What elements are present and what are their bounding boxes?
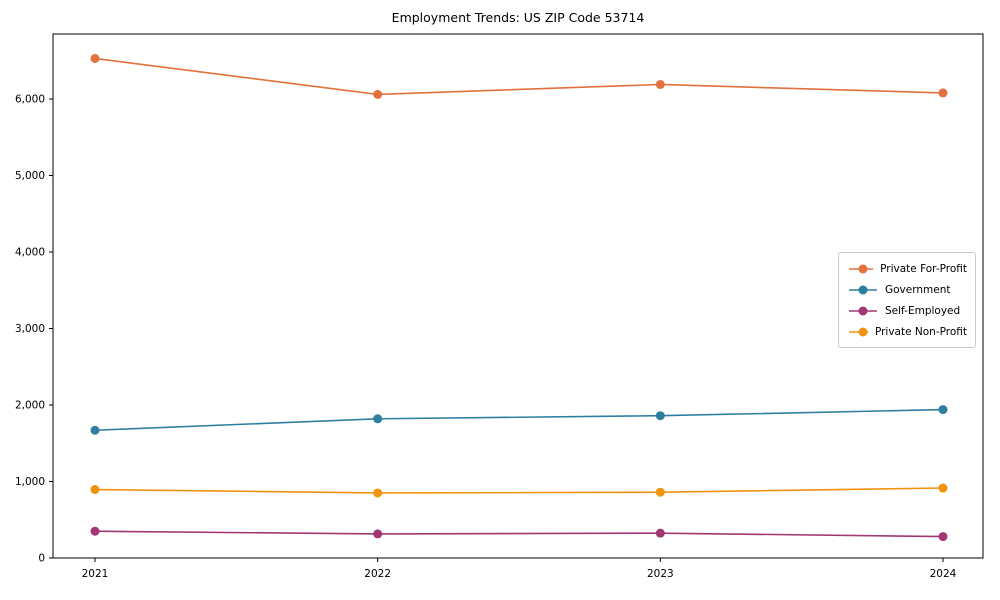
series-marker-government	[655, 411, 665, 421]
series-marker-private-non-profit	[655, 487, 665, 497]
legend: Private For-Profit Government Self-Employe…	[838, 252, 976, 348]
series-marker-private-for-profit	[938, 88, 948, 98]
series-marker-private-for-profit	[655, 79, 665, 89]
y-tick-label: 1,000	[15, 476, 45, 488]
legend-item-private-for-profit: Private For-Profit	[848, 258, 967, 279]
series-marker-government	[373, 414, 383, 424]
legend-label: Government	[885, 283, 951, 296]
series-marker-private-for-profit	[90, 53, 100, 63]
legend-label: Self-Employed	[885, 304, 961, 317]
series-marker-self-employed	[373, 529, 383, 539]
x-tick-label: 2021	[82, 568, 109, 580]
legend-marker-icon	[849, 285, 877, 294]
x-tick-label: 2022	[364, 568, 391, 580]
chart-title: Employment Trends: US ZIP Code 53714	[391, 10, 645, 25]
series-marker-private-non-profit	[938, 483, 948, 493]
series-line-private-non-profit	[94, 487, 944, 494]
legend-marker-icon	[849, 264, 874, 273]
series-marker-private-non-profit	[90, 485, 100, 495]
y-tick-label: 6,000	[15, 94, 45, 106]
series-marker-government	[90, 425, 100, 435]
legend-label: Private For-Profit	[880, 262, 967, 275]
series-marker-self-employed	[655, 528, 665, 538]
y-tick-label: 2,000	[15, 400, 45, 412]
series-line-private-for-profit	[94, 57, 944, 96]
x-tick-label: 2023	[647, 568, 674, 580]
legend-marker-icon	[849, 306, 877, 315]
series-line-government	[94, 408, 944, 432]
x-tick-label: 2024	[930, 568, 957, 580]
plot-border	[52, 33, 984, 559]
y-tick-label: 5,000	[15, 170, 45, 182]
series-marker-private-non-profit	[373, 488, 383, 498]
series-marker-self-employed	[938, 532, 948, 542]
legend-label: Private Non-Profit	[874, 325, 967, 338]
y-tick-label: 0	[38, 553, 45, 565]
legend-item-private-non-profit: Private Non-Profit	[848, 321, 967, 342]
legend-marker-icon	[849, 327, 868, 336]
series-marker-private-for-profit	[373, 89, 383, 99]
series-marker-self-employed	[90, 526, 100, 536]
legend-item-government: Government	[848, 279, 967, 300]
y-tick-label: 3,000	[15, 323, 45, 335]
legend-item-self-employed: Self-Employed	[848, 300, 967, 321]
y-tick-label: 4,000	[15, 247, 45, 259]
series-line-self-employed	[94, 530, 944, 538]
series-marker-government	[938, 405, 948, 415]
